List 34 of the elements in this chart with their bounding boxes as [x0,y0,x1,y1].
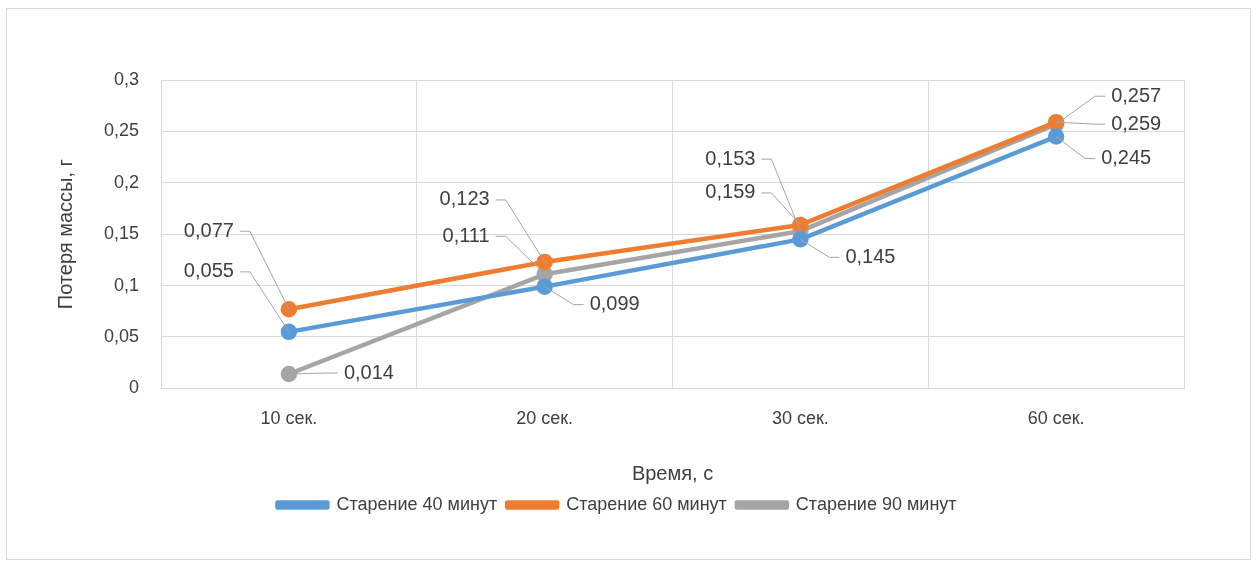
y-tick-label: 0,3 [114,68,140,89]
y-tick-label: 0,1 [114,274,140,295]
x-tick-label: 10 сек. [260,408,318,429]
data-label: 0,055 [183,259,234,282]
data-label: 0,099 [589,292,640,315]
data-label: 0,077 [183,218,234,241]
data-label: 0,014 [343,360,394,383]
y-tick-label: 0,2 [114,171,140,192]
x-tick-label: 30 сек. [771,408,829,429]
data-label: 0,245 [1101,146,1152,169]
y-tick-label: 0,25 [103,120,140,141]
data-label: 0,111 [442,223,490,246]
y-tick-label: 0 [129,377,140,398]
data-label: 0,159 [705,180,756,203]
x-axis-title: Время, с [631,461,714,484]
point [280,365,298,383]
data-label: 0,259 [1111,111,1162,134]
point [536,253,553,271]
data-label: 0,153 [705,146,756,169]
data-label: 0,123 [439,187,490,210]
point [280,300,298,318]
point [280,323,298,341]
x-tick-label: 20 сек. [516,408,574,429]
legend-label: Старение 60 минут [566,493,727,514]
legend-label: Старение 90 минут [795,493,957,514]
y-tick-label: 0,05 [103,325,140,346]
legend-label: Старение 40 минут [336,493,498,514]
data-label: 0,257 [1111,83,1162,106]
y-axis-title: Потеря массы, г [53,159,76,310]
point [536,278,553,295]
y-tick-label: 0,15 [103,223,140,244]
data-label: 0,145 [845,244,896,267]
x-tick-label: 60 сек. [1027,408,1085,429]
point [1047,128,1065,145]
